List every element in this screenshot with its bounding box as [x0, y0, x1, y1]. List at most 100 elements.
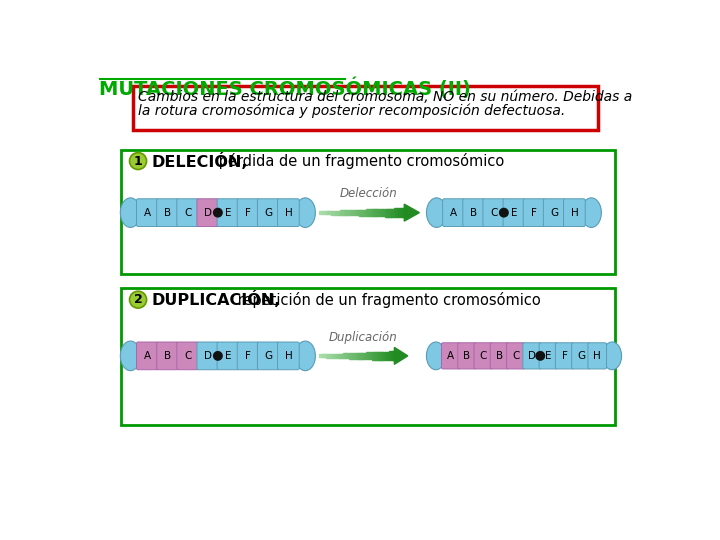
Text: C: C: [512, 351, 520, 361]
Bar: [390, 352, 393, 360]
Text: B: B: [464, 351, 471, 361]
Text: 1: 1: [134, 154, 143, 167]
Text: E: E: [225, 351, 231, 361]
Text: A: A: [450, 208, 457, 218]
Text: pérdida de un fragmento cromosómico: pérdida de un fragmento cromosómico: [214, 153, 504, 169]
FancyBboxPatch shape: [197, 342, 219, 370]
Bar: [392, 208, 394, 217]
Bar: [353, 353, 355, 359]
FancyBboxPatch shape: [555, 343, 574, 369]
FancyBboxPatch shape: [483, 199, 505, 226]
Text: G: G: [550, 208, 558, 218]
FancyBboxPatch shape: [443, 199, 464, 226]
Text: H: H: [284, 351, 292, 361]
FancyBboxPatch shape: [564, 199, 585, 226]
Bar: [349, 353, 351, 359]
Bar: [400, 208, 402, 217]
FancyBboxPatch shape: [277, 342, 300, 370]
Bar: [390, 208, 392, 217]
Polygon shape: [395, 347, 408, 365]
Text: A: A: [447, 351, 454, 361]
Text: G: G: [264, 208, 272, 218]
Ellipse shape: [581, 198, 601, 227]
FancyBboxPatch shape: [217, 342, 239, 370]
FancyBboxPatch shape: [177, 342, 199, 370]
Bar: [351, 210, 354, 215]
Text: A: A: [144, 208, 151, 218]
Bar: [370, 352, 372, 360]
FancyBboxPatch shape: [523, 199, 545, 226]
FancyBboxPatch shape: [157, 342, 179, 370]
Bar: [336, 354, 338, 358]
Bar: [319, 354, 321, 357]
FancyBboxPatch shape: [572, 343, 590, 369]
Text: DELECIÓN,: DELECIÓN,: [151, 152, 248, 170]
Bar: [319, 211, 321, 214]
Text: B: B: [470, 208, 477, 218]
Bar: [387, 352, 389, 360]
Text: B: B: [164, 351, 171, 361]
FancyBboxPatch shape: [474, 343, 492, 369]
FancyBboxPatch shape: [137, 199, 158, 226]
Bar: [361, 210, 364, 215]
FancyBboxPatch shape: [238, 199, 259, 226]
Ellipse shape: [120, 341, 140, 370]
Bar: [353, 210, 356, 215]
Bar: [321, 211, 323, 214]
Bar: [346, 210, 349, 215]
Text: Duplicación: Duplicación: [329, 330, 397, 343]
Bar: [338, 211, 341, 215]
Bar: [402, 208, 405, 217]
Bar: [394, 208, 396, 217]
Bar: [392, 352, 395, 360]
FancyBboxPatch shape: [507, 343, 525, 369]
FancyBboxPatch shape: [197, 199, 219, 226]
FancyBboxPatch shape: [277, 199, 300, 226]
Circle shape: [500, 208, 508, 217]
Circle shape: [536, 352, 544, 360]
Bar: [366, 353, 368, 359]
FancyBboxPatch shape: [137, 342, 158, 370]
FancyBboxPatch shape: [121, 150, 616, 274]
FancyBboxPatch shape: [238, 342, 259, 370]
Text: E: E: [225, 208, 231, 218]
Bar: [364, 210, 366, 215]
Bar: [330, 354, 332, 357]
Bar: [327, 211, 330, 214]
Text: MUTACIONES CROMOSÓMICAS (II): MUTACIONES CROMOSÓMICAS (II): [99, 77, 471, 99]
Bar: [374, 352, 376, 360]
FancyBboxPatch shape: [490, 343, 509, 369]
Bar: [323, 354, 325, 357]
Bar: [332, 354, 334, 358]
Bar: [389, 352, 391, 360]
Ellipse shape: [295, 341, 315, 370]
Bar: [348, 210, 351, 215]
Bar: [341, 354, 343, 358]
Bar: [359, 353, 361, 359]
Text: repetición de un fragmento cromosómico: repetición de un fragmento cromosómico: [233, 292, 540, 308]
Bar: [345, 353, 348, 359]
FancyBboxPatch shape: [177, 199, 199, 226]
Text: A: A: [144, 351, 151, 361]
Bar: [379, 352, 382, 360]
FancyBboxPatch shape: [157, 199, 179, 226]
Text: E: E: [510, 208, 517, 218]
FancyBboxPatch shape: [503, 199, 525, 226]
Ellipse shape: [120, 198, 140, 227]
Bar: [383, 209, 385, 217]
Text: la rotura cromosómica y posterior recomposición defectuosa.: la rotura cromosómica y posterior recomp…: [138, 103, 565, 118]
Ellipse shape: [603, 342, 621, 370]
Circle shape: [130, 291, 147, 308]
Bar: [333, 211, 336, 214]
Bar: [323, 211, 325, 214]
Text: F: F: [562, 351, 567, 361]
Bar: [379, 209, 381, 217]
Text: D: D: [528, 351, 536, 361]
Bar: [331, 211, 334, 214]
Text: Cambios en la estructura del cromosoma, NO en su número. Debidas a: Cambios en la estructura del cromosoma, …: [138, 90, 632, 104]
Text: D: D: [204, 208, 212, 218]
Text: DUPLICACIÓN,: DUPLICACIÓN,: [151, 291, 281, 308]
FancyBboxPatch shape: [217, 199, 239, 226]
Bar: [355, 210, 358, 215]
Text: H: H: [593, 351, 601, 361]
